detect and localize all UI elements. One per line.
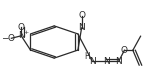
Text: N: N — [89, 57, 96, 66]
Text: O: O — [78, 11, 85, 20]
Text: H: H — [84, 52, 90, 61]
Text: O: O — [18, 23, 25, 32]
Text: O: O — [121, 46, 128, 55]
Text: N: N — [103, 57, 110, 66]
Text: −: − — [1, 33, 8, 42]
Text: +: + — [24, 30, 29, 35]
Text: N: N — [78, 23, 85, 32]
Text: N: N — [115, 57, 122, 66]
Text: N: N — [18, 31, 25, 40]
Text: O: O — [8, 34, 15, 43]
